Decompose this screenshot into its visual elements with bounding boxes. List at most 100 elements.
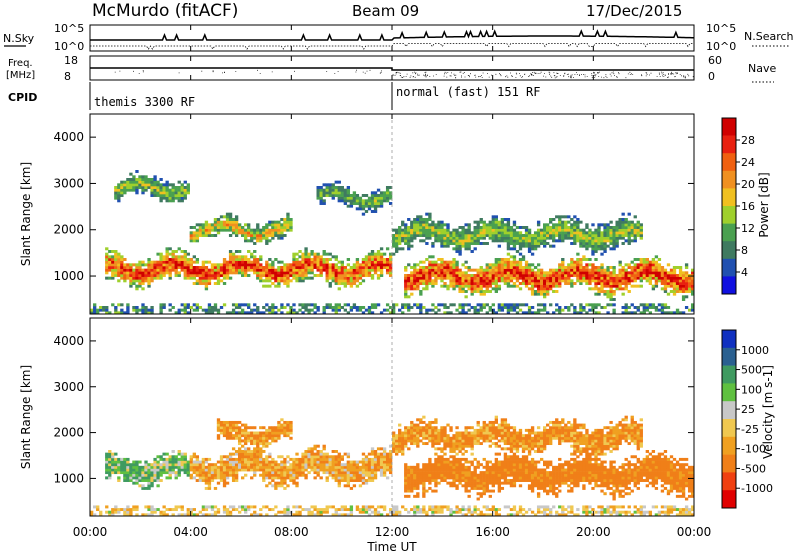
- heatmap-cell: [413, 510, 417, 514]
- heatmap-cell: [401, 444, 405, 448]
- heatmap-cell: [401, 303, 405, 307]
- heatmap-cell: [316, 268, 320, 272]
- heatmap-cell: [573, 236, 577, 240]
- heatmap-cell: [669, 284, 674, 288]
- heatmap-cell: [126, 476, 130, 480]
- heatmap-cell: [361, 260, 366, 264]
- heatmap-cell: [316, 510, 320, 514]
- heatmap-cell: [449, 279, 453, 283]
- heatmap-cell: [241, 423, 245, 427]
- heatmap-cell: [207, 223, 212, 227]
- heatmap-cell: [440, 239, 444, 243]
- heatmap-cell: [379, 196, 384, 200]
- heatmap-cell: [428, 505, 432, 509]
- heatmap-cell: [515, 284, 520, 288]
- heatmap-cell: [135, 308, 139, 312]
- heatmap-cell: [376, 447, 381, 451]
- heatmap-cell: [262, 268, 266, 272]
- heatmap-cell: [364, 481, 369, 485]
- heatmap-cell: [539, 236, 544, 240]
- heatmap-cell: [346, 276, 351, 280]
- heatmap-cell: [624, 282, 628, 285]
- heatmap-cell: [639, 266, 643, 269]
- heatmap-cell: [355, 508, 360, 512]
- heatmap-cell: [500, 223, 505, 227]
- heatmap-cell: [546, 228, 550, 232]
- heatmap-cell: [440, 303, 444, 307]
- heatmap-cell: [265, 476, 269, 480]
- heatmap-cell: [558, 274, 562, 277]
- heatmap-cell: [171, 306, 175, 309]
- heatmap-cell: [219, 473, 224, 477]
- heatmap-cell: [171, 250, 175, 253]
- heatmap-cell: [627, 276, 631, 280]
- heatmap-cell: [645, 308, 649, 312]
- heatmap-cell: [334, 266, 338, 269]
- heatmap-cell: [234, 223, 239, 227]
- heatmap-cell: [434, 226, 438, 229]
- heatmap-cell: [579, 242, 583, 245]
- heatmap-cell: [283, 276, 287, 280]
- heatmap-cell: [678, 279, 683, 283]
- heatmap-cell: [663, 284, 668, 288]
- heatmap-cell: [165, 268, 169, 272]
- heatmap-cell: [316, 457, 320, 461]
- heatmap-cell: [310, 510, 314, 514]
- heatmap-cell: [201, 457, 206, 461]
- heatmap-cell: [410, 234, 414, 237]
- heatmap-cell: [331, 279, 335, 283]
- heatmap-cell: [404, 234, 408, 237]
- heatmap-cell: [198, 268, 203, 272]
- heatmap-cell: [546, 226, 550, 229]
- heatmap-cell: [304, 274, 308, 277]
- heatmap-cell: [286, 303, 290, 307]
- heatmap-cell: [458, 290, 462, 293]
- heatmap-cell: [177, 199, 181, 203]
- heatmap-cell: [241, 255, 245, 259]
- heatmap-cell: [135, 178, 139, 181]
- heatmap-cell: [352, 463, 357, 467]
- heatmap-cell: [527, 276, 532, 280]
- heatmap-cell: [234, 423, 239, 427]
- heatmap-cell: [195, 479, 200, 482]
- heatmap-cell: [180, 505, 184, 509]
- heatmap-cell: [156, 476, 160, 480]
- heatmap-cell: [207, 234, 212, 237]
- heatmap-cell: [343, 303, 347, 307]
- heatmap-cell: [370, 258, 375, 261]
- heatmap-cell: [286, 431, 290, 435]
- heatmap-cell: [527, 306, 532, 309]
- heatmap-cell: [231, 420, 236, 424]
- heatmap-cell: [404, 295, 408, 299]
- heatmap-cell: [398, 428, 402, 432]
- heatmap-cell: [343, 188, 347, 192]
- heatmap-cell: [452, 258, 456, 261]
- heatmap-cell: [431, 513, 435, 517]
- heatmap-cell: [491, 266, 495, 269]
- heatmap-cell: [407, 476, 411, 480]
- heatmap-cell: [156, 183, 160, 187]
- heatmap-cell: [609, 220, 613, 224]
- heatmap-cell: [546, 292, 550, 296]
- heatmap-cell: [533, 290, 538, 293]
- heatmap-cell: [180, 194, 184, 197]
- heatmap-cell: [416, 505, 420, 509]
- heatmap-cell: [639, 303, 643, 307]
- heatmap-cell: [213, 266, 218, 269]
- heatmap-cell: [518, 266, 523, 269]
- heatmap-cell: [461, 236, 465, 240]
- heatmap-cell: [256, 231, 260, 235]
- heatmap-cell: [473, 287, 477, 291]
- heatmap-cell: [319, 476, 323, 480]
- heatmap-cell: [585, 271, 589, 275]
- heatmap-cell: [153, 188, 157, 192]
- heatmap-cell: [642, 311, 646, 315]
- heatmap-cell: [443, 471, 447, 475]
- heatmap-cell: [334, 180, 338, 184]
- heatmap-cell: [379, 271, 384, 275]
- heatmap-cell: [262, 311, 266, 315]
- heatmap-cell: [373, 473, 378, 477]
- heatmap-cell: [585, 266, 589, 269]
- heatmap-cell: [546, 282, 550, 285]
- heatmap-cell: [373, 207, 378, 211]
